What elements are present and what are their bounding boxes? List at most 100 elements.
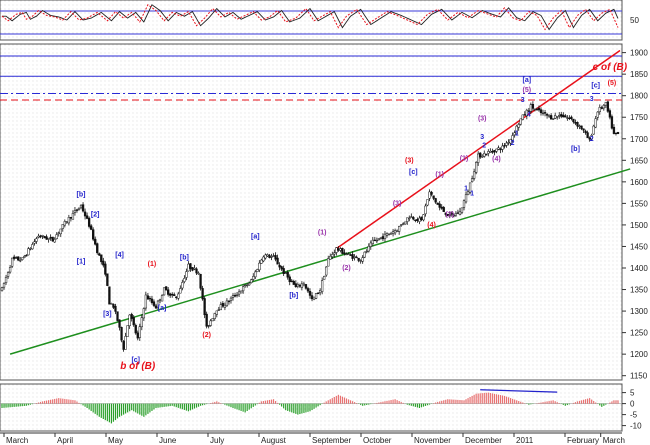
candle-body <box>239 290 243 294</box>
price-tick-label: 1300 <box>630 307 648 316</box>
candle-body <box>83 211 87 217</box>
oscillator-k-line <box>1 4 619 31</box>
candle-body <box>468 182 472 193</box>
candle-body <box>600 107 603 109</box>
time-tick-label: 2011 <box>516 436 534 445</box>
wave-label: 2 <box>482 142 486 149</box>
candle-body <box>41 235 44 237</box>
candle-body <box>501 145 504 150</box>
candle-body <box>37 235 40 238</box>
candle-body <box>160 295 164 302</box>
candle-body <box>497 147 500 150</box>
candle-body <box>489 150 492 153</box>
candle-body <box>395 230 399 232</box>
candle-body <box>87 217 91 227</box>
candle-body <box>416 219 419 221</box>
candle-body <box>31 244 34 250</box>
price-tick-label: 1650 <box>630 156 648 165</box>
candle-body <box>169 293 172 296</box>
candle-body <box>539 109 543 114</box>
candle-body <box>126 325 129 337</box>
candle-body <box>608 110 612 118</box>
candle-body <box>612 126 616 134</box>
candle-body <box>594 118 597 128</box>
candle-body <box>410 216 413 218</box>
candle-body <box>523 114 526 116</box>
candle-body <box>470 178 474 183</box>
macd-tick-label: 5 <box>630 389 635 398</box>
candle-body <box>537 107 541 111</box>
candle-body <box>248 282 251 286</box>
candle-body <box>314 293 318 299</box>
candle-body <box>29 248 32 250</box>
candle-body <box>75 209 79 211</box>
candle-body <box>424 205 427 215</box>
candle-body <box>106 273 109 286</box>
candle-body <box>349 254 352 256</box>
candle-body <box>389 233 393 235</box>
candle-body <box>391 231 395 234</box>
candle-body <box>549 115 553 120</box>
candle-body <box>270 256 273 258</box>
candle-body <box>201 288 204 300</box>
candle-body <box>578 125 581 128</box>
candle-body <box>312 296 316 300</box>
price-tick-label: 1600 <box>630 178 648 187</box>
price-tick-label: 1800 <box>630 92 648 101</box>
candle-body <box>373 239 376 242</box>
wave-label: 2 <box>590 136 594 143</box>
candle-body <box>227 300 231 303</box>
candle-body <box>244 284 247 287</box>
candle-body <box>369 242 372 247</box>
candle-body <box>235 294 239 296</box>
trendline <box>9 168 631 355</box>
candle-body <box>434 198 437 203</box>
candle-body <box>256 269 259 272</box>
wave-label: [c] <box>409 169 418 176</box>
candle-body <box>331 254 334 257</box>
candle-body <box>104 263 107 275</box>
candle-body <box>475 162 478 173</box>
candle-body <box>0 287 4 292</box>
wave-label: (1) <box>318 229 327 236</box>
candle-body <box>472 171 476 179</box>
oscillator-axis: 50 <box>630 16 639 25</box>
candle-body <box>604 101 607 106</box>
candle-body <box>367 246 370 252</box>
candle-body <box>420 216 423 221</box>
candle-body <box>33 241 36 244</box>
wave-label: (3) <box>393 201 402 208</box>
candle-body <box>371 239 374 244</box>
candle-body <box>584 130 587 133</box>
candle-body <box>61 224 64 229</box>
candle-body <box>140 317 143 328</box>
candle-body <box>432 195 435 199</box>
wave-label: (5) <box>608 80 617 87</box>
time-tick-label: April <box>57 436 73 445</box>
candle-body <box>284 272 287 274</box>
candle-body <box>217 309 220 311</box>
candle-body <box>298 284 302 287</box>
candle-body <box>570 116 573 119</box>
candle-body <box>179 288 182 294</box>
wave-label: 2 <box>511 140 515 147</box>
wave-label: (2) <box>342 265 351 272</box>
candle-body <box>306 288 310 292</box>
candle-body <box>398 226 401 232</box>
candle-body <box>199 273 202 289</box>
candle-body <box>21 257 24 260</box>
candle-body <box>304 284 308 289</box>
candle-body <box>231 295 235 298</box>
wave-label: [b] <box>180 254 189 261</box>
candle-body <box>375 240 379 242</box>
candle-body <box>393 230 397 234</box>
candle-body <box>466 191 470 196</box>
candle-body <box>448 214 451 216</box>
candle-body <box>339 248 342 251</box>
price-tick-label: 1150 <box>630 372 648 381</box>
candle-body <box>183 278 186 282</box>
candle-body <box>280 266 283 270</box>
candle-body <box>195 268 198 274</box>
candle-body <box>460 207 464 213</box>
candle-body <box>343 252 346 254</box>
